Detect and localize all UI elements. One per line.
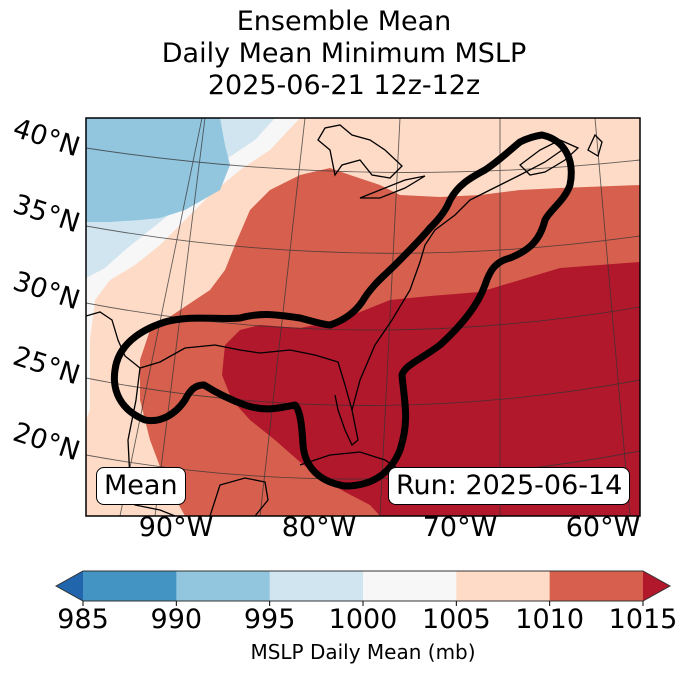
- colorbar-label: MSLP Daily Mean (mb): [250, 640, 476, 664]
- colorbar-segment-985-990: [83, 571, 177, 601]
- colorbar-tick-label-1000: 1000: [328, 604, 398, 635]
- atlantic-coast: [351, 147, 566, 411]
- parallel-30n: [86, 302, 640, 331]
- lon-label-80w: 80°W: [281, 512, 357, 543]
- colorbar-tick-label-995: 995: [243, 604, 296, 635]
- gulf-coast: [86, 311, 359, 447]
- newfoundland: [587, 133, 603, 157]
- colorbar-extend-under: [56, 571, 83, 601]
- colorbar-segment-990-995: [176, 571, 271, 601]
- parallel-25n: [86, 377, 640, 406]
- colorbar-tick-label-1010: 1010: [515, 604, 585, 635]
- lon-label-70w: 70°W: [422, 512, 498, 543]
- colorbar-tick-label-990: 990: [150, 604, 203, 635]
- meridian-80w: [379, 118, 401, 516]
- colorbar-segment-1010-1015: [549, 571, 644, 601]
- coastlines: [86, 124, 603, 516]
- parallel-35n: [86, 225, 640, 254]
- colorbar-tick-label-1015: 1015: [608, 604, 678, 635]
- mean-annotation: Mean: [96, 467, 186, 505]
- meridian-60w: [594, 118, 631, 516]
- run-date-annotation: Run: 2025-06-14: [388, 467, 631, 505]
- great-lakes: [317, 124, 403, 179]
- colorbar-segment-1005-1010: [456, 571, 551, 601]
- fill-990-995: [86, 118, 230, 222]
- lon-label-90w: 90°W: [138, 512, 214, 543]
- lake-erie: [359, 175, 426, 199]
- colorbar-segment-1000-1005: [363, 571, 457, 601]
- title-line-3: 2025-06-21 12z-12z: [207, 70, 481, 101]
- fill-1005-1010: [86, 118, 640, 516]
- yucatan-coast: [209, 477, 269, 516]
- colorbar-tick-label-1005: 1005: [421, 604, 491, 635]
- parallel-40n: [86, 147, 640, 173]
- colorbar-tick-label-985: 985: [57, 604, 109, 635]
- colorbar-segment-995-1000: [269, 571, 364, 601]
- parallel-20n: [86, 450, 640, 480]
- title-line-1: Ensemble Mean: [236, 6, 452, 37]
- storm-track-contour: [110, 131, 575, 490]
- title-line-2: Daily Mean Minimum MSLP: [161, 38, 527, 69]
- colorbar: [54, 570, 672, 606]
- maritimes: [519, 139, 580, 176]
- colorbar-extend-over: [643, 571, 670, 601]
- lon-label-60w: 60°W: [565, 512, 641, 543]
- map-area: [86, 118, 640, 516]
- map-frame: [85, 117, 641, 517]
- meridian-95w: [119, 118, 203, 516]
